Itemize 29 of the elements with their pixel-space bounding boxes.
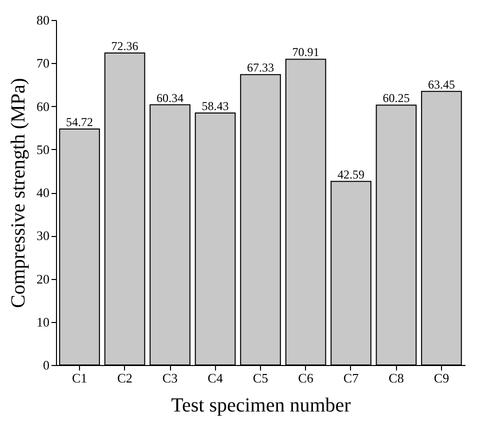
y-tick-label: 30 — [36, 228, 50, 244]
y-tick-label: 50 — [36, 142, 50, 157]
x-tick-label: C3 — [162, 370, 178, 386]
x-tick-label: C4 — [208, 370, 224, 386]
y-tick-label: 60 — [36, 98, 50, 114]
y-tick-label: 40 — [36, 185, 50, 200]
data-label: 72.36 — [111, 38, 138, 53]
data-label: 42.59 — [337, 167, 364, 182]
x-tick-label: C9 — [434, 370, 450, 386]
x-tick-label: C1 — [72, 370, 88, 386]
x-tick-label: C2 — [117, 370, 132, 386]
data-label: 63.45 — [428, 77, 455, 92]
data-label: 60.25 — [382, 91, 410, 106]
x-tick-label: C7 — [343, 370, 360, 386]
data-label: 70.91 — [292, 45, 320, 60]
y-tick-label: 10 — [36, 314, 50, 330]
y-tick-label: 0 — [43, 358, 50, 372]
y-tick-label: 80 — [36, 12, 50, 28]
data-label: 60.34 — [156, 90, 184, 105]
x-axis-title: Test specimen number — [171, 394, 352, 416]
data-label: 67.33 — [247, 60, 274, 75]
y-tick-label: 20 — [36, 271, 50, 286]
data-label: 58.43 — [202, 99, 229, 114]
y-axis-title: Compressive strength (MPa) — [8, 78, 30, 308]
x-tick-label: C8 — [388, 370, 404, 386]
x-tick-label: C6 — [298, 370, 314, 386]
x-tick-label: C5 — [252, 370, 268, 386]
y-tick-label: 70 — [36, 56, 50, 71]
data-label: 54.72 — [66, 115, 94, 130]
